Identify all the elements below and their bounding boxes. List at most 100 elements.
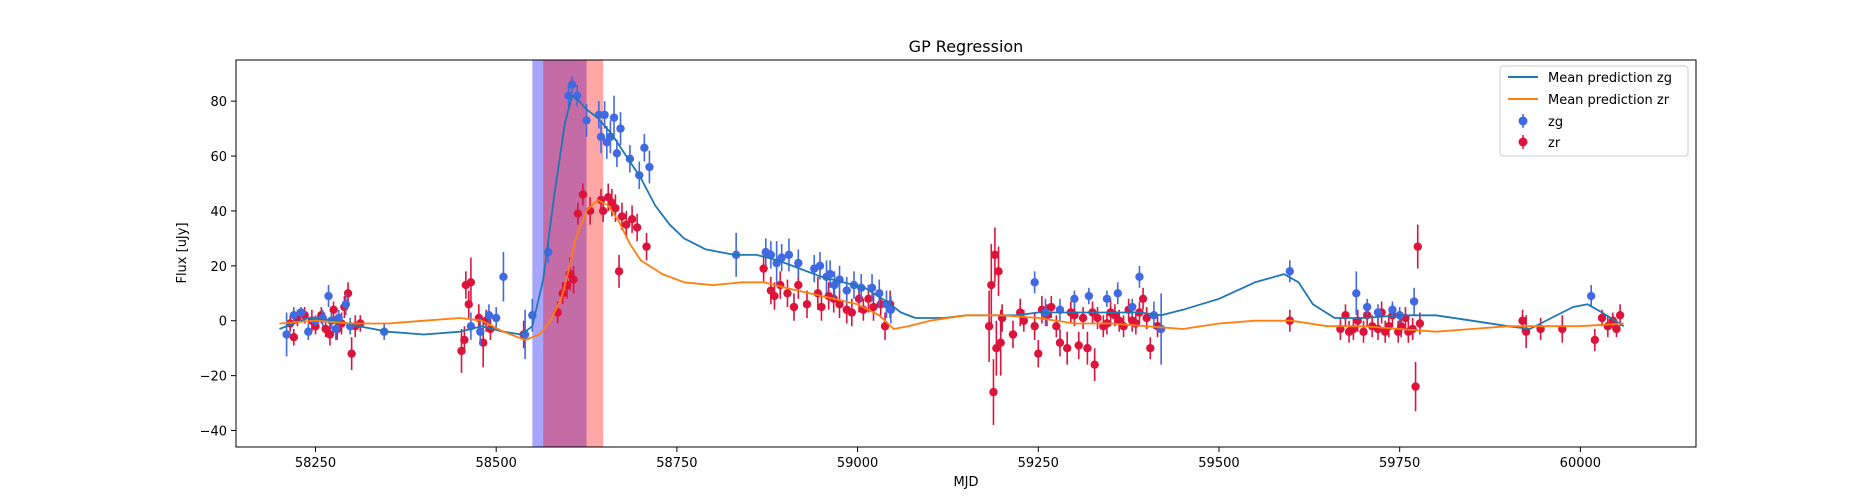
zr-data-point xyxy=(1119,322,1128,331)
zg-data-point xyxy=(476,327,485,336)
zg-data-point xyxy=(1113,289,1122,298)
zr-data-point xyxy=(1074,341,1083,350)
zg-data-point xyxy=(815,261,825,271)
zr-data-point xyxy=(1411,382,1420,391)
zg-data-point xyxy=(567,80,577,89)
legend-swatch-zr-point xyxy=(1518,137,1528,147)
zg-data-point xyxy=(1586,291,1596,301)
zg-data-point xyxy=(289,311,299,320)
zg-data-point xyxy=(1388,305,1397,314)
zg-data-point xyxy=(1285,267,1295,276)
zr-data-point xyxy=(847,308,857,317)
zr-data-point xyxy=(1359,327,1368,336)
x-axis-label: MJD xyxy=(953,475,978,490)
zg-data-point xyxy=(564,91,573,100)
zr-data-point xyxy=(869,302,878,312)
x-tick-label: 58750 xyxy=(656,456,697,471)
zr-data-point xyxy=(1090,360,1099,369)
zr-data-point xyxy=(789,302,799,312)
x-tick-label: 60000 xyxy=(1560,456,1601,471)
zg-data-point xyxy=(842,286,851,295)
zg-data-point xyxy=(282,330,291,339)
x-tick-label: 59250 xyxy=(1018,456,1059,471)
series-line-zg xyxy=(279,94,1625,336)
zg-data-point xyxy=(625,154,635,164)
zr-data-point xyxy=(987,280,996,290)
zr-data-point xyxy=(1518,316,1527,325)
zr-data-point xyxy=(794,280,803,290)
zg-data-point xyxy=(645,162,654,172)
zr-data-point xyxy=(1408,324,1417,334)
mean-prediction-lines xyxy=(279,94,1625,341)
zr-data-point xyxy=(622,220,631,229)
zg-data-point xyxy=(640,143,649,153)
zg-data-point xyxy=(867,283,877,293)
zr-data-point xyxy=(996,338,1005,347)
zr-data-point xyxy=(617,212,627,221)
span-zg xyxy=(532,60,587,447)
legend-label-zr-line: Mean prediction zr xyxy=(1548,93,1670,108)
zr-data-point xyxy=(1146,343,1155,353)
zr-data-point xyxy=(1142,313,1151,323)
zr-data-point xyxy=(759,264,768,273)
y-tick-label: 80 xyxy=(210,95,227,110)
zg-data-point xyxy=(1102,294,1112,303)
zg-data-point xyxy=(1362,302,1372,312)
zg-data-point xyxy=(777,253,786,262)
zr-data-point xyxy=(1083,343,1092,353)
zg-data-point xyxy=(499,272,508,282)
zr-data-point xyxy=(569,275,578,284)
series-line-zr xyxy=(279,199,1624,341)
y-tick-label: −20 xyxy=(200,370,227,385)
zr-data-point xyxy=(611,204,620,213)
highlight-spans xyxy=(532,60,604,447)
y-tick-label: 60 xyxy=(210,150,227,165)
zr-data-point xyxy=(817,302,826,312)
zr-data-point xyxy=(325,330,335,339)
zg-data-point xyxy=(600,110,609,120)
zg-data-point xyxy=(1135,272,1144,282)
zr-data-point xyxy=(460,335,469,345)
zr-data-point xyxy=(1047,302,1056,312)
zr-data-point xyxy=(1590,335,1600,345)
zr-data-point xyxy=(598,206,608,216)
zg-data-point xyxy=(1030,278,1039,287)
zr-data-point xyxy=(990,250,1000,260)
y-tick-label: 0 xyxy=(219,315,227,330)
zg-data-point xyxy=(324,291,333,301)
zg-data-point xyxy=(582,116,591,125)
zr-data-point xyxy=(642,242,651,251)
zg-data-point xyxy=(830,280,839,290)
zr-data-point xyxy=(880,322,890,331)
zr-data-point xyxy=(1597,313,1607,323)
zr-data-point xyxy=(1078,313,1088,323)
x-tick-label: 58250 xyxy=(295,456,336,471)
zg-data-point xyxy=(612,149,622,158)
zr-data-point xyxy=(1138,294,1148,303)
zg-data-point xyxy=(1352,289,1361,298)
plot-area-frame xyxy=(235,59,1697,448)
x-tick-label: 58500 xyxy=(476,456,517,471)
zg-data-point xyxy=(1070,294,1079,303)
zr-data-point xyxy=(802,300,812,309)
zr-data-point xyxy=(783,289,792,298)
zg-data-point xyxy=(886,305,896,314)
zg-data-point xyxy=(331,324,340,334)
legend: Mean prediction zg Mean prediction zr zg… xyxy=(1499,65,1689,157)
zg-data-point xyxy=(341,300,351,309)
zr-data-point xyxy=(289,333,299,342)
zr-data-point xyxy=(1093,313,1102,323)
zr-data-point xyxy=(1413,242,1422,251)
zg-data-point xyxy=(491,313,501,323)
zr-data-point xyxy=(835,300,844,309)
zr-data-point xyxy=(1008,330,1018,339)
zg-data-point xyxy=(304,327,313,336)
zr-data-point xyxy=(329,305,338,314)
zg-data-point xyxy=(766,250,776,260)
zg-data-point xyxy=(596,132,606,142)
y-tick-label: 20 xyxy=(210,260,227,275)
zr-data-point xyxy=(573,209,583,218)
zr-data-point xyxy=(466,278,476,287)
zg-points xyxy=(282,76,1596,365)
